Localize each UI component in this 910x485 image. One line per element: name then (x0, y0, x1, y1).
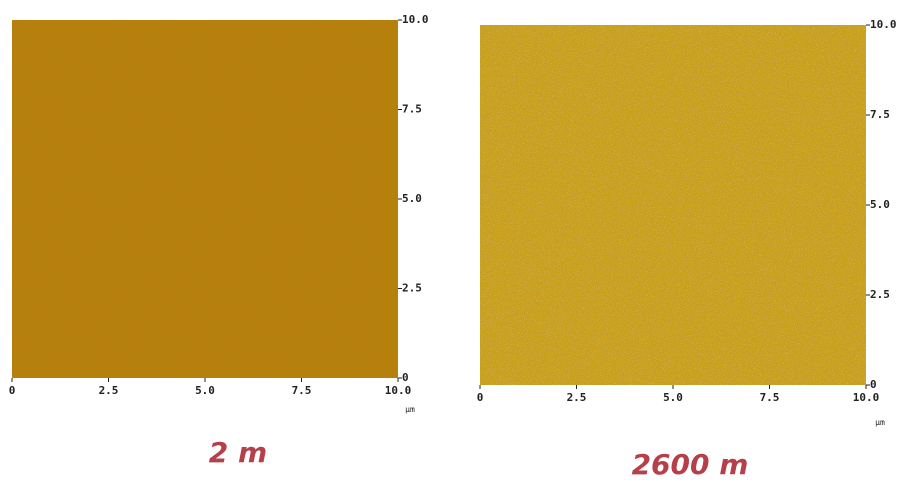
afm-image (480, 25, 866, 385)
figure: 02.55.07.510.002.55.07.510.0μm2 m02.55.0… (0, 0, 910, 485)
y-tick-label: 0 (870, 378, 877, 391)
caption: 2600 m (632, 448, 749, 481)
x-tick-label: 0 (477, 391, 484, 404)
x-tick-label: 7.5 (760, 391, 780, 404)
y-tick-label: 2.5 (870, 288, 890, 301)
unit-label: μm (405, 405, 415, 414)
x-tick-label: 2.5 (567, 391, 587, 404)
y-tick-label: 5.0 (870, 198, 890, 211)
x-tick-label: 7.5 (292, 384, 312, 397)
x-tick-label: 2.5 (99, 384, 119, 397)
x-tick-label: 10.0 (385, 384, 412, 397)
y-tick-label: 2.5 (402, 282, 422, 295)
y-tick-label: 0 (402, 371, 409, 384)
x-tick-label: 0 (9, 384, 16, 397)
afm-image (12, 20, 398, 378)
y-tick-label: 7.5 (402, 103, 422, 116)
unit-label: μm (875, 418, 885, 427)
x-tick-label: 5.0 (663, 391, 683, 404)
caption: 2 m (209, 436, 267, 469)
y-tick-label: 10.0 (870, 18, 897, 31)
y-tick-label: 10.0 (402, 13, 429, 26)
y-tick-label: 5.0 (402, 192, 422, 205)
x-tick-label: 5.0 (195, 384, 215, 397)
x-tick-label: 10.0 (853, 391, 880, 404)
y-tick-label: 7.5 (870, 108, 890, 121)
